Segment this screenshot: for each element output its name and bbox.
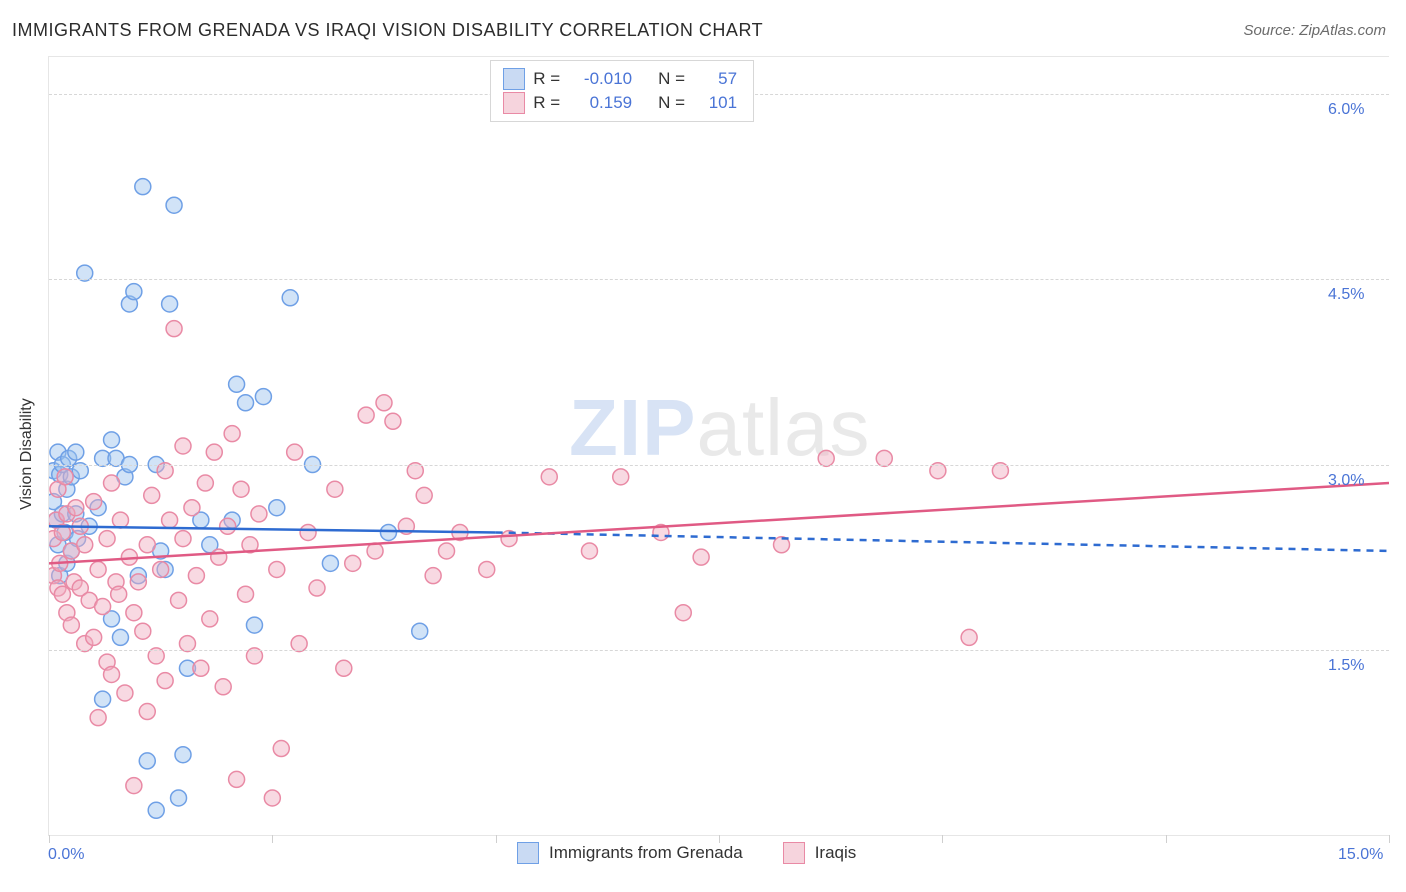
y-tick-label: 3.0% xyxy=(1328,472,1364,490)
legend-series-item: Iraqis xyxy=(783,842,857,864)
legend-stats: R = -0.010 N = 57 R = 0.159 N = 101 xyxy=(490,60,754,122)
legend-stats-row: R = -0.010 N = 57 xyxy=(503,67,737,91)
chart-svg xyxy=(49,57,1389,835)
y-axis-label: Vision Disability xyxy=(18,398,36,510)
x-tick-mark xyxy=(272,835,273,843)
x-tick-label: 15.0% xyxy=(1338,846,1383,864)
x-tick-mark xyxy=(1389,835,1390,843)
n-label: N = xyxy=(658,67,685,91)
gridline xyxy=(49,650,1389,651)
legend-swatch xyxy=(503,68,525,90)
x-tick-mark xyxy=(942,835,943,843)
x-tick-mark xyxy=(49,835,50,843)
n-value: 101 xyxy=(697,91,737,115)
x-tick-mark xyxy=(1166,835,1167,843)
legend-swatch xyxy=(503,92,525,114)
legend-stats-row: R = 0.159 N = 101 xyxy=(503,91,737,115)
y-tick-label: 4.5% xyxy=(1328,286,1364,304)
y-tick-label: 1.5% xyxy=(1328,657,1364,675)
plot-area: ZIPatlas xyxy=(48,56,1389,836)
r-value: -0.010 xyxy=(572,67,632,91)
n-label: N = xyxy=(658,91,685,115)
legend-series-label: Immigrants from Grenada xyxy=(549,843,743,863)
x-tick-mark xyxy=(496,835,497,843)
r-value: 0.159 xyxy=(572,91,632,115)
r-label: R = xyxy=(533,67,560,91)
chart-title: IMMIGRANTS FROM GRENADA VS IRAQI VISION … xyxy=(12,20,763,41)
legend-series-label: Iraqis xyxy=(815,843,857,863)
legend-swatch xyxy=(783,842,805,864)
legend-series: Immigrants from Grenada Iraqis xyxy=(517,842,856,864)
gridline xyxy=(49,279,1389,280)
r-label: R = xyxy=(533,91,560,115)
y-tick-label: 6.0% xyxy=(1328,101,1364,119)
legend-series-item: Immigrants from Grenada xyxy=(517,842,743,864)
n-value: 57 xyxy=(697,67,737,91)
gridline xyxy=(49,465,1389,466)
legend-swatch xyxy=(517,842,539,864)
x-tick-label: 0.0% xyxy=(48,846,84,864)
source-attribution: Source: ZipAtlas.com xyxy=(1243,22,1386,39)
